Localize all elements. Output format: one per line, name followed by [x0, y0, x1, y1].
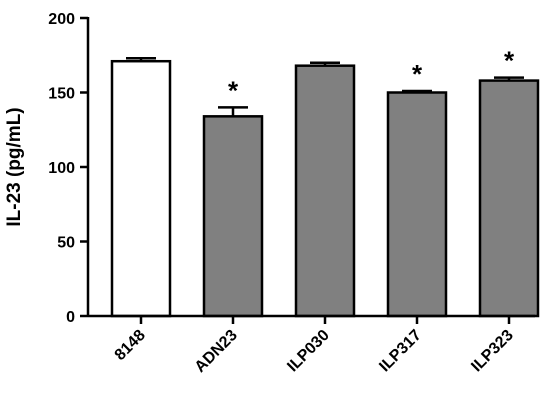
bar-ILP030	[294, 64, 356, 318]
x-axis-categories: 8148 ADN23 ILP030 ILP317 ILP323	[112, 316, 517, 376]
y-tick-label: 150	[48, 86, 75, 103]
y-tick-label: 50	[57, 235, 75, 252]
x-tick-label: 8148	[112, 327, 149, 364]
y-tick-label: 0	[66, 309, 75, 326]
error-bars	[126, 56, 524, 117]
y-axis-title: IL-23 (pg/mL)	[4, 107, 25, 226]
bar-8148	[110, 59, 172, 318]
x-tick-label: ILP030	[284, 327, 333, 376]
significance-mark: *	[504, 46, 515, 76]
x-tick-label: ADN23	[192, 327, 241, 376]
y-axis-ticks: 0 50 100 150 200	[48, 11, 88, 326]
x-tick-label: ILP323	[468, 327, 517, 376]
y-tick-label: 200	[48, 11, 75, 28]
significance-mark: *	[228, 75, 239, 105]
significance-mark: *	[412, 59, 423, 89]
y-tick-label: 100	[48, 160, 75, 177]
x-tick-label: ILP317	[376, 327, 425, 376]
significance-marks: * * *	[228, 46, 515, 106]
bar-ADN23	[202, 115, 264, 318]
bars	[110, 59, 540, 318]
bar-ILP317	[386, 91, 448, 318]
bar-ILP323	[478, 79, 540, 318]
